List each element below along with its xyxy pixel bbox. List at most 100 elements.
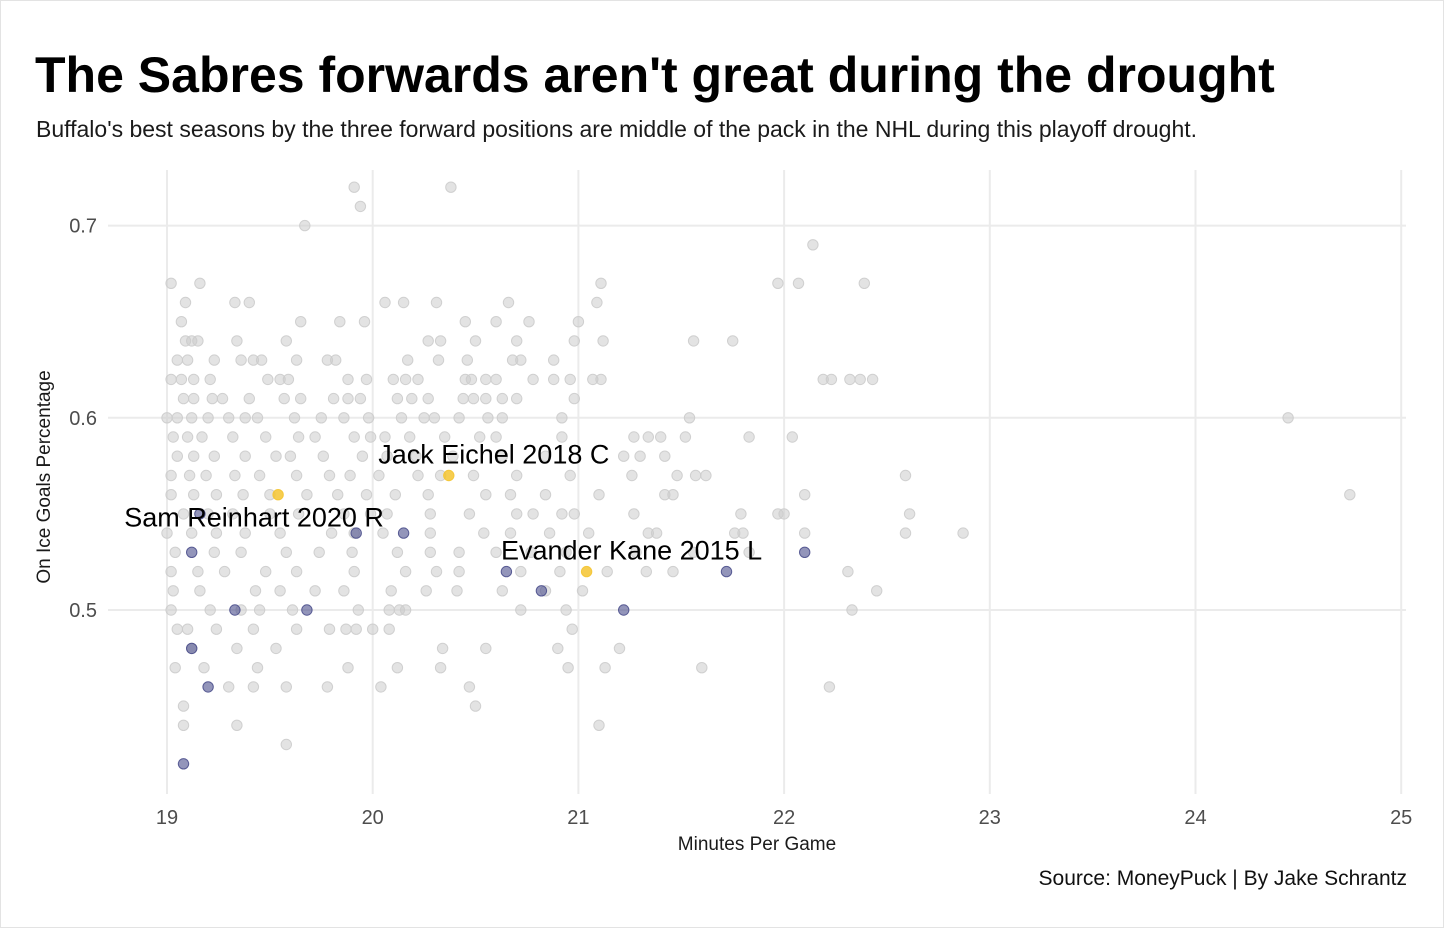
other-player-point bbox=[381, 450, 393, 462]
other-player-point bbox=[480, 489, 492, 501]
sabres-player-point bbox=[350, 527, 362, 539]
other-player-point bbox=[344, 469, 356, 482]
other-player-point bbox=[799, 527, 811, 539]
other-player-point bbox=[525, 546, 537, 558]
other-player-point bbox=[348, 565, 360, 578]
other-player-point bbox=[278, 392, 290, 405]
other-player-point bbox=[467, 392, 480, 405]
other-player-point bbox=[313, 546, 325, 558]
other-player-point bbox=[480, 392, 492, 405]
other-player-point bbox=[387, 373, 399, 386]
other-player-point bbox=[463, 681, 476, 693]
other-player-point bbox=[348, 181, 360, 193]
other-player-point bbox=[434, 662, 447, 674]
annotation-label: Jack Eichel 2018 C bbox=[378, 440, 609, 470]
other-player-point bbox=[504, 489, 517, 501]
other-player-point bbox=[858, 277, 870, 289]
sabres-player-point bbox=[500, 565, 513, 578]
other-player-point bbox=[231, 719, 243, 731]
other-player-point bbox=[247, 681, 260, 693]
other-player-point bbox=[167, 431, 179, 443]
other-player-point bbox=[683, 412, 696, 424]
other-player-point bbox=[399, 604, 412, 616]
other-player-point bbox=[391, 546, 404, 558]
other-player-point bbox=[465, 373, 478, 386]
other-player-point bbox=[696, 662, 708, 674]
sabres-player-point bbox=[799, 546, 811, 558]
other-player-point bbox=[165, 469, 177, 482]
other-player-point bbox=[659, 450, 671, 462]
other-player-point bbox=[566, 623, 578, 635]
other-player-point bbox=[391, 392, 404, 405]
other-player-point bbox=[229, 296, 241, 309]
other-player-point bbox=[161, 412, 173, 424]
other-player-point bbox=[165, 565, 177, 578]
other-player-point bbox=[687, 546, 700, 558]
other-player-point bbox=[332, 489, 344, 501]
other-player-point bbox=[424, 546, 436, 558]
other-player-point bbox=[626, 469, 638, 482]
other-player-point bbox=[846, 604, 858, 616]
other-player-point bbox=[418, 412, 430, 424]
other-player-point bbox=[188, 489, 200, 501]
other-player-point bbox=[342, 662, 354, 674]
other-player-point bbox=[628, 431, 640, 443]
other-player-point bbox=[871, 585, 883, 597]
highlight-point bbox=[443, 469, 455, 482]
other-player-point bbox=[634, 450, 646, 462]
source-caption: Source: MoneyPuck | By Jake Schrantz bbox=[1038, 867, 1407, 890]
other-player-point bbox=[179, 296, 192, 309]
other-player-point bbox=[480, 642, 492, 655]
other-player-point bbox=[515, 565, 527, 578]
other-player-point bbox=[523, 316, 535, 328]
other-player-point bbox=[177, 508, 190, 520]
other-player-point bbox=[315, 412, 327, 424]
other-player-point bbox=[362, 412, 375, 424]
other-player-point bbox=[171, 412, 184, 424]
other-player-point bbox=[188, 450, 200, 462]
other-player-point bbox=[548, 373, 560, 386]
other-player-point bbox=[687, 335, 700, 347]
other-player-point bbox=[280, 335, 292, 347]
other-player-point bbox=[206, 392, 219, 405]
other-player-point bbox=[165, 604, 177, 616]
other-player-point bbox=[292, 508, 305, 520]
other-player-point bbox=[360, 489, 373, 501]
sabres-player-point bbox=[186, 642, 198, 655]
y-tick-label: 0.5 bbox=[69, 600, 97, 622]
other-player-point bbox=[628, 508, 640, 520]
x-tick-label: 19 bbox=[156, 807, 178, 829]
other-player-point bbox=[309, 431, 321, 443]
other-player-point bbox=[560, 546, 572, 558]
other-player-point bbox=[165, 373, 177, 386]
other-player-point bbox=[844, 373, 856, 386]
other-player-point bbox=[169, 662, 181, 674]
other-player-point bbox=[511, 392, 523, 405]
other-player-point bbox=[227, 508, 239, 520]
other-player-point bbox=[430, 296, 443, 309]
other-player-point bbox=[412, 373, 424, 386]
other-player-point bbox=[270, 642, 282, 655]
other-player-point bbox=[496, 392, 508, 405]
other-player-point bbox=[364, 431, 377, 443]
other-player-point bbox=[430, 565, 443, 578]
other-player-point bbox=[253, 604, 266, 616]
other-player-point bbox=[478, 527, 490, 539]
other-player-point bbox=[367, 623, 379, 635]
other-player-point bbox=[548, 354, 560, 366]
other-player-point bbox=[572, 316, 585, 328]
other-player-point bbox=[301, 489, 313, 501]
other-player-point bbox=[671, 469, 683, 482]
other-player-point bbox=[399, 565, 412, 578]
other-player-point bbox=[463, 508, 476, 520]
other-player-point bbox=[286, 604, 299, 616]
other-player-point bbox=[599, 662, 611, 674]
other-player-point bbox=[198, 662, 210, 674]
x-tick-label: 21 bbox=[567, 807, 589, 829]
other-player-point bbox=[292, 431, 305, 443]
other-player-point bbox=[342, 373, 354, 386]
other-player-point bbox=[177, 392, 190, 405]
other-player-point bbox=[432, 354, 445, 366]
other-player-point bbox=[354, 200, 367, 213]
